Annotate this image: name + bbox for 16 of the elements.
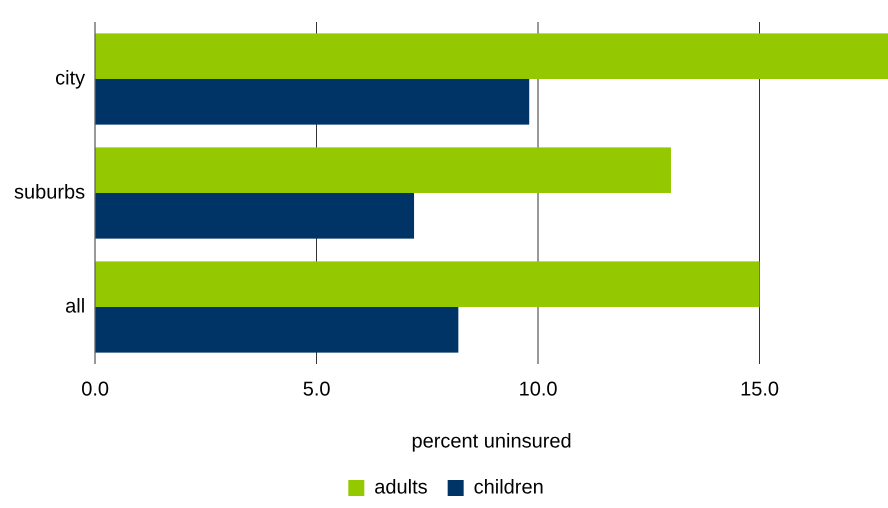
x-axis-title: percent uninsured: [412, 430, 572, 453]
x-tick-label: 5.0: [302, 378, 331, 401]
x-tick-label: 15.0: [740, 378, 780, 401]
y-tick-label: all: [65, 296, 86, 318]
bar: [96, 193, 414, 239]
bar: [96, 261, 760, 307]
y-tick-label: city: [55, 68, 86, 90]
bar: [96, 147, 671, 193]
bar: [96, 79, 530, 125]
legend-label: children: [474, 476, 544, 499]
bar: [96, 33, 888, 79]
y-tick-label: suburbs: [14, 182, 86, 204]
x-tick-label: 10.0: [518, 378, 558, 401]
legend-label: adults: [374, 476, 428, 499]
bar: [96, 307, 458, 353]
x-tick-label: 0.0: [81, 378, 110, 401]
